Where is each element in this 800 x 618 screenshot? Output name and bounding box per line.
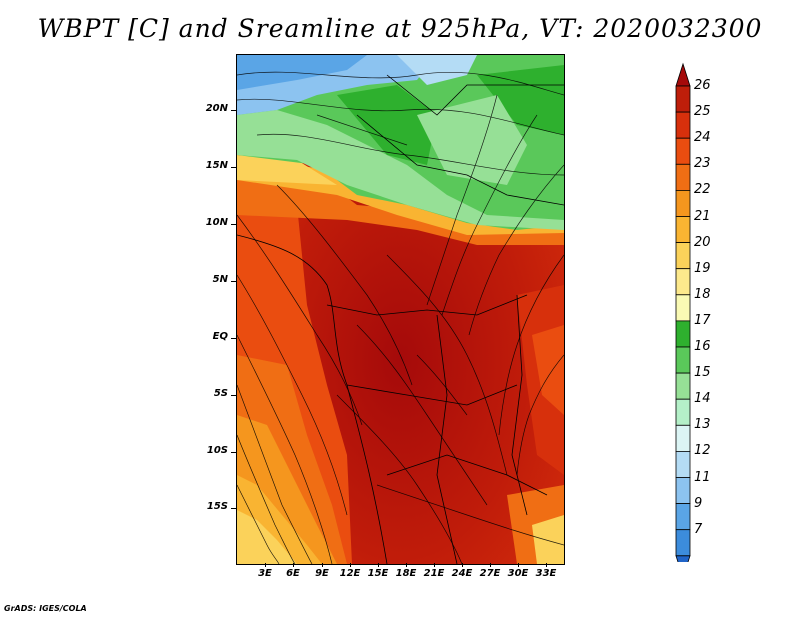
lon-label: 18E (395, 568, 417, 579)
lon-tick (322, 563, 323, 567)
colorbar-segment (675, 503, 691, 531)
colorbar-label: 25 (694, 104, 711, 120)
lon-tick (293, 563, 294, 567)
colorbar-label: 12 (694, 443, 711, 459)
map-panel (236, 54, 565, 565)
colorbar-segment (675, 372, 691, 400)
colorbar-label: 11 (694, 469, 711, 485)
colorbar-segment (675, 85, 691, 113)
lat-tick (231, 224, 236, 225)
colorbar-segment (675, 137, 691, 165)
lat-tick (231, 281, 236, 282)
lat-label: EQ (212, 331, 228, 342)
colorbar-label: 26 (694, 78, 711, 93)
colorbar-label: 21 (694, 208, 711, 224)
lat-label: 15N (205, 160, 228, 171)
colorbar-label: 16 (694, 339, 711, 354)
wbpt-field (237, 55, 564, 564)
colorbar-top-triangle (675, 62, 691, 87)
lat-tick (231, 395, 236, 396)
lon-tick (350, 563, 351, 567)
lon-label: 6E (286, 568, 300, 579)
colorbar-segment (675, 268, 691, 296)
colorbar-segment (675, 450, 691, 478)
colorbar-segment (675, 320, 691, 348)
lat-label: 5S (213, 388, 228, 399)
lat-tick (231, 167, 236, 168)
lat-label: 20N (205, 103, 228, 114)
lon-tick (406, 563, 407, 567)
lon-label: 30E (507, 568, 529, 579)
colorbar-bottom-triangle (675, 555, 691, 562)
lat-label: 5N (212, 274, 228, 285)
colorbar-segment (675, 398, 691, 426)
lat-tick (231, 452, 236, 453)
colorbar-label: 14 (694, 391, 711, 407)
lon-label: 3E (258, 568, 272, 579)
lon-label: 15E (367, 568, 389, 579)
colorbar-label: 23 (694, 156, 711, 172)
lon-tick (490, 563, 491, 567)
lat-tick (231, 110, 236, 111)
colorbar-label: 20 (694, 234, 711, 250)
colorbar-segment (675, 111, 691, 139)
colorbar-label: 17 (694, 312, 711, 328)
colorbar-label: 13 (694, 417, 711, 433)
lat-label: 10S (206, 445, 228, 456)
colorbar-segment (675, 189, 691, 217)
lon-label: 21E (423, 568, 445, 579)
colorbar-segment (675, 216, 691, 244)
colorbar-label: 9 (694, 495, 703, 511)
lon-tick (462, 563, 463, 567)
colorbar-label: 7 (694, 521, 703, 537)
colorbar-segment (675, 294, 691, 322)
colorbar-segment (675, 529, 691, 557)
colorbar-label: 19 (694, 260, 711, 276)
lon-label: 24E (451, 568, 473, 579)
lon-label: 9E (315, 568, 329, 579)
colorbar (675, 62, 691, 562)
colorbar-label: 22 (694, 182, 711, 198)
lon-label: 33E (535, 568, 557, 579)
lat-tick (231, 338, 236, 339)
lon-tick (378, 563, 379, 567)
lon-tick (518, 563, 519, 567)
lon-tick (265, 563, 266, 567)
lon-label: 12E (339, 568, 361, 579)
footer-credit: GrADS: IGES/COLA (4, 604, 87, 613)
lat-tick (231, 508, 236, 509)
lon-tick (546, 563, 547, 567)
colorbar-segment (675, 424, 691, 452)
colorbar-label: 24 (694, 130, 711, 146)
map-title: WBPT [C] and Sreamline at 925hPa, VT: 20… (37, 14, 763, 43)
lon-label: 27E (479, 568, 501, 579)
colorbar-segment (675, 477, 691, 505)
colorbar-segment (675, 346, 691, 374)
lon-tick (434, 563, 435, 567)
colorbar-segment (675, 163, 691, 191)
lat-label: 15S (206, 501, 228, 512)
colorbar-label: 18 (694, 286, 711, 302)
colorbar-segment (675, 242, 691, 270)
lat-label: 10N (205, 217, 228, 228)
colorbar-label: 15 (694, 365, 711, 381)
